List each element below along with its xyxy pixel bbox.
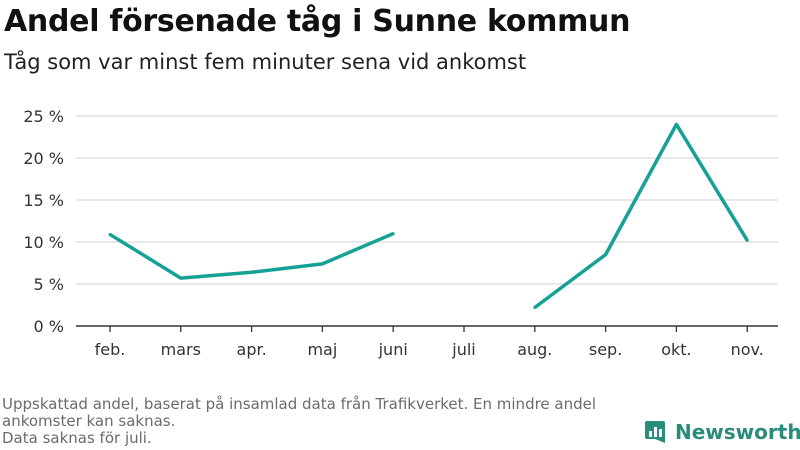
footnote-source: Uppskattad andel, baserat på insamlad da… (2, 395, 597, 430)
chart-subtitle: Tåg som var minst fem minuter sena vid a… (4, 50, 527, 74)
x-tick-label: nov. (731, 340, 764, 359)
data-point (745, 238, 749, 242)
data-point (604, 253, 608, 257)
data-point (320, 262, 324, 266)
x-tick-label: maj (307, 340, 337, 359)
y-tick-label: 25 % (23, 107, 64, 126)
bar-chart-icon (645, 421, 665, 443)
data-point (108, 232, 112, 236)
chart-title: Andel försenade tåg i Sunne kommun (4, 4, 631, 39)
x-tick-label: juli (451, 340, 475, 359)
x-tick-label: sep. (589, 340, 622, 359)
series-line-segment (533, 122, 749, 309)
y-tick-label: 0 % (34, 317, 64, 336)
data-point (179, 276, 183, 280)
data-point (533, 306, 537, 310)
x-tick-label: aug. (517, 340, 552, 359)
brand-name: Newsworthy (675, 420, 800, 444)
x-tick-label: apr. (237, 340, 267, 359)
data-point (250, 270, 254, 274)
data-point (391, 232, 395, 236)
y-tick-label: 15 % (23, 191, 64, 210)
x-tick-label: feb. (95, 340, 126, 359)
x-tick-label: mars (161, 340, 201, 359)
footnote-missing-data: Data saknas för juli. (2, 429, 152, 447)
data-point (674, 122, 678, 126)
footnote: Uppskattad andel, baserat på insamlad da… (2, 396, 642, 447)
x-tick-label: juni (378, 340, 408, 359)
y-tick-label: 20 % (23, 149, 64, 168)
line-chart: 0 % 5 % 10 % 15 % 20 % 25 % feb. mars apr. maj jun… (23, 107, 778, 359)
y-tick-label: 10 % (23, 233, 64, 252)
y-tick-label: 5 % (34, 275, 64, 294)
x-tick-label: okt. (661, 340, 691, 359)
brand-logo: Newsworthy (643, 419, 800, 445)
